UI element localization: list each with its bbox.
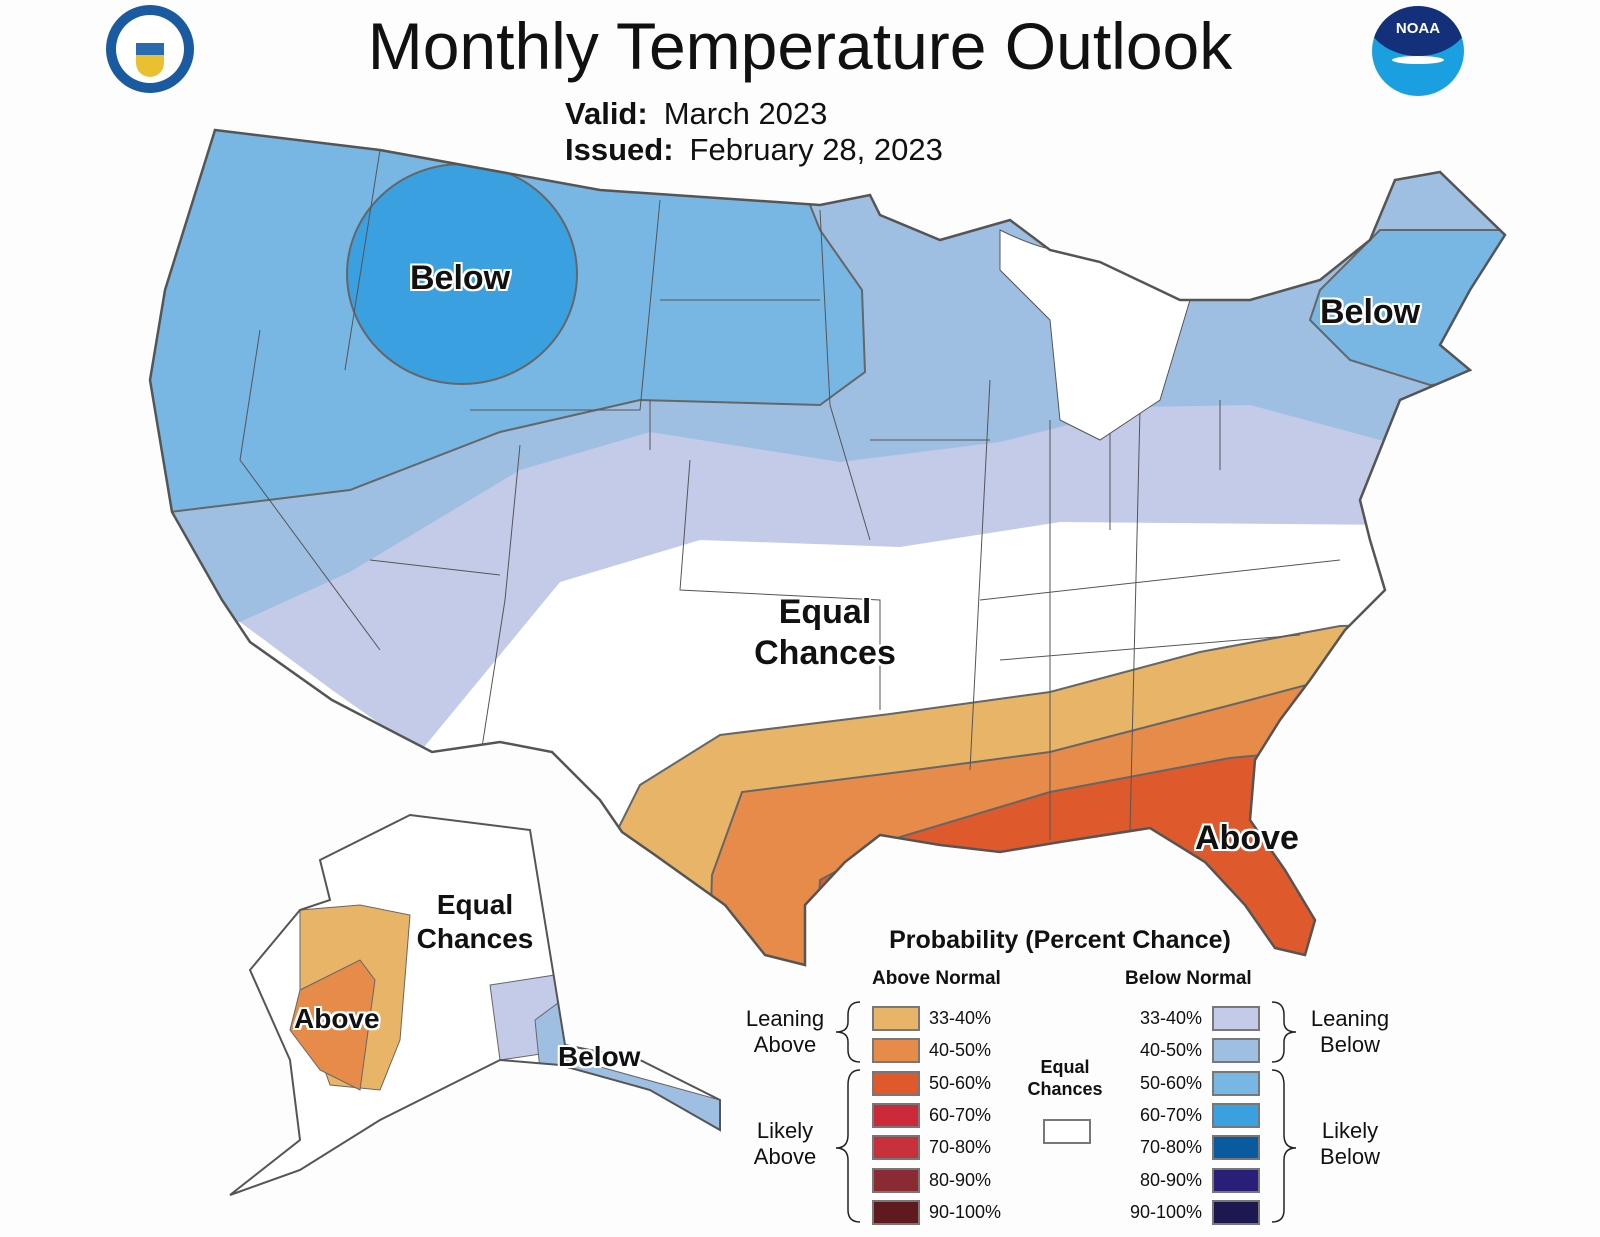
legend-below-swatch: [1212, 1167, 1260, 1193]
valid-line: Valid: March 2023: [565, 96, 827, 132]
label-above-se: Above: [1195, 819, 1299, 857]
issued-label: Issued:: [565, 132, 674, 167]
label-ak-equal-chances: Equal Chances: [416, 889, 534, 954]
label-ak-above: Above: [294, 1003, 380, 1034]
likely-below-label: Likely Below: [1320, 1118, 1380, 1170]
legend-below-swatch: [1212, 1006, 1260, 1031]
legend-below-swatch: [1212, 1199, 1260, 1225]
issued-value: February 28, 2023: [689, 132, 943, 167]
legend-above-range: 40-50%: [929, 1040, 992, 1061]
legend-below-range: 90-100%: [1129, 1201, 1202, 1222]
legend-above-swatch: [872, 1006, 920, 1031]
valid-label: Valid:: [565, 96, 648, 131]
legend-above-swatch: [872, 1167, 920, 1193]
noaa-logo: NOAA: [1372, 6, 1464, 96]
state-borders: [239, 149, 1341, 840]
equal-chances-legend-label: Equal Chances: [1027, 1057, 1103, 1099]
brace-below: [1271, 1001, 1297, 1223]
legend-above-swatch: [872, 1070, 920, 1096]
label-ak-below: Below: [558, 1041, 641, 1072]
legend-below-range: 80-90%: [1139, 1169, 1202, 1190]
likely-above-label: Likely Above: [753, 1118, 817, 1170]
legend-below-swatch: [1212, 1070, 1260, 1096]
equal-chances-swatch: [1043, 1119, 1091, 1144]
legend-above-swatch: [872, 1199, 920, 1225]
legend-above-range: 70-80%: [929, 1137, 992, 1158]
legend-above-range: 90-100%: [929, 1201, 1002, 1222]
legend-above-range: 33-40%: [929, 1008, 992, 1028]
legend-above-swatch: [872, 1102, 920, 1128]
valid-value: March 2023: [663, 96, 828, 131]
issued-line: Issued: February 28, 2023: [565, 132, 943, 168]
legend-below-swatch: [1212, 1038, 1260, 1064]
legend-title: Probability (Percent Chance): [889, 926, 1231, 954]
page-title: Monthly Temperature Outlook: [367, 9, 1233, 83]
label-equal-chances: Equal Chances: [754, 593, 896, 672]
legend-below-swatch: [1212, 1135, 1260, 1161]
legend-below-range: 50-60%: [1139, 1072, 1202, 1093]
legend-above-range: 80-90%: [929, 1169, 992, 1190]
doc-seal-logo: [106, 5, 194, 93]
legend-below-range: 40-50%: [1139, 1040, 1202, 1061]
leaning-above-label: Leaning Above: [745, 1006, 825, 1058]
legend-below-range: 70-80%: [1139, 1137, 1202, 1158]
legend-above-swatch: [872, 1135, 920, 1161]
legend-above-swatch: [872, 1038, 920, 1064]
brace-above: [835, 1001, 861, 1223]
legend-above-header: Above Normal: [872, 968, 1001, 989]
label-below-ne: Below: [1320, 293, 1421, 331]
leaning-below-label: Leaning Below: [1310, 1006, 1390, 1058]
legend-below-header: Below Normal: [1125, 968, 1252, 989]
legend-above-range: 60-70%: [929, 1104, 992, 1125]
label-below-west: Below: [410, 259, 511, 297]
legend-above-range: 50-60%: [929, 1072, 992, 1093]
legend-below-range: 33-40%: [1139, 1008, 1202, 1028]
legend-below-range: 60-70%: [1139, 1104, 1202, 1125]
legend-below-swatch: [1212, 1102, 1260, 1128]
